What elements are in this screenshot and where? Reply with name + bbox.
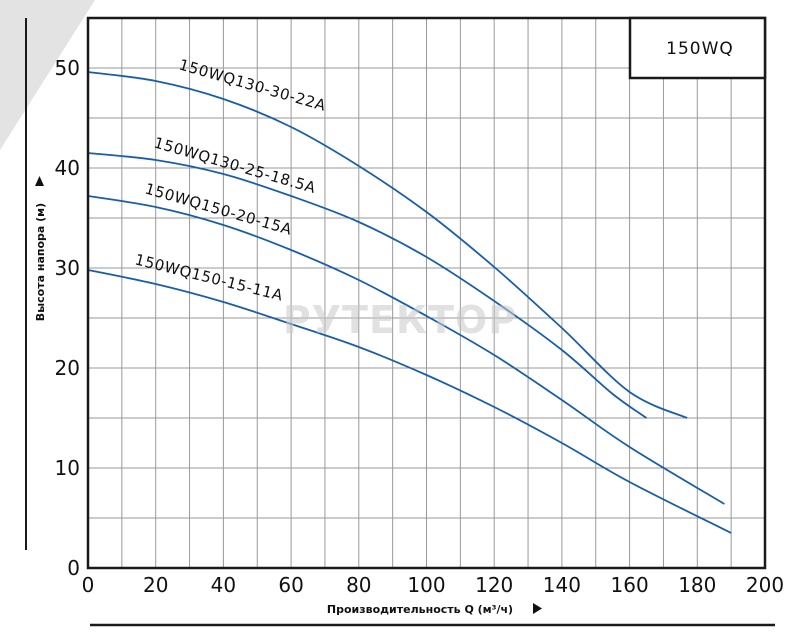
decorative-triangle bbox=[0, 0, 95, 150]
x-tick-label: 100 bbox=[407, 573, 445, 597]
legend-box: 150WQ bbox=[628, 16, 767, 80]
series-line bbox=[87, 269, 732, 534]
series-line bbox=[87, 195, 725, 505]
x-tick-label: 20 bbox=[143, 573, 168, 597]
x-axis-title: Производительность Q (м³/ч) bbox=[327, 603, 513, 616]
series-line bbox=[87, 152, 648, 419]
x-tick-label: 200 bbox=[746, 573, 784, 597]
y-tick-label: 50 bbox=[55, 56, 80, 80]
x-tick-label: 60 bbox=[278, 573, 303, 597]
curve-label-layer: 150WQ130-30-22A150WQ130-25-18.5A150WQ150… bbox=[133, 56, 328, 305]
x-tick-label: 40 bbox=[211, 573, 236, 597]
x-tick-label: 120 bbox=[475, 573, 513, 597]
legend-title: 150WQ bbox=[666, 39, 734, 59]
y-axis-title: Высота напора (м) bbox=[34, 203, 47, 321]
y-axis-arrow-icon bbox=[35, 176, 44, 186]
x-tick-label: 80 bbox=[346, 573, 371, 597]
y-tick-label: 20 bbox=[55, 356, 80, 380]
series-line bbox=[87, 71, 688, 419]
x-tick-label: 140 bbox=[543, 573, 581, 597]
y-tick-label: 10 bbox=[55, 456, 80, 480]
x-axis-arrow-icon bbox=[533, 603, 542, 614]
watermark: РУТЕКТОР bbox=[283, 298, 517, 342]
plot-frame bbox=[86, 16, 767, 570]
x-tick-label: 0 bbox=[82, 573, 95, 597]
series-label: 150WQ130-30-22A bbox=[177, 56, 328, 115]
x-axis-title-group: Производительность Q (м³/ч) bbox=[327, 603, 542, 616]
y-tick-label: 30 bbox=[55, 256, 80, 280]
y-tick-label: 0 bbox=[67, 556, 80, 580]
y-tick-label: 40 bbox=[55, 156, 80, 180]
x-tick-label: 160 bbox=[611, 573, 649, 597]
x-tick-label: 180 bbox=[678, 573, 716, 597]
tick-layer: 0 20 40 60 80 100 120 140 160 180 200 0 10 20 30 40 50 bbox=[55, 56, 785, 597]
y-axis-title-group: Высота напора (м) bbox=[34, 176, 47, 321]
series-layer bbox=[87, 71, 732, 534]
